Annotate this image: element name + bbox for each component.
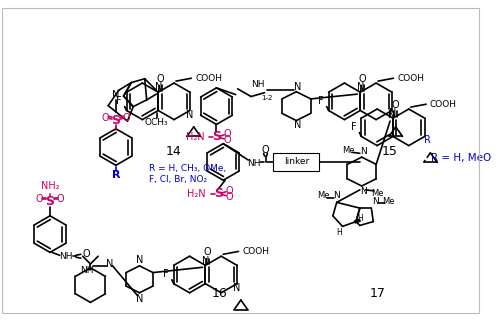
Text: F: F bbox=[351, 122, 356, 132]
Text: N: N bbox=[372, 197, 378, 206]
Text: N: N bbox=[154, 82, 162, 92]
Text: O: O bbox=[223, 129, 231, 139]
Text: O: O bbox=[156, 74, 164, 84]
Text: COOH: COOH bbox=[398, 74, 424, 83]
Text: S: S bbox=[214, 187, 223, 200]
Text: H₂N: H₂N bbox=[186, 132, 205, 142]
Text: 14: 14 bbox=[166, 145, 181, 158]
Text: O: O bbox=[57, 194, 64, 204]
Text: O: O bbox=[262, 145, 270, 155]
Text: N: N bbox=[112, 90, 120, 100]
Text: F: F bbox=[116, 96, 121, 106]
Text: 17: 17 bbox=[370, 287, 386, 300]
Text: N: N bbox=[186, 110, 194, 120]
Text: O: O bbox=[36, 194, 44, 204]
Text: COOH: COOH bbox=[195, 74, 222, 83]
Text: 1-2: 1-2 bbox=[261, 95, 272, 101]
Text: N: N bbox=[388, 110, 396, 120]
Text: N: N bbox=[390, 108, 396, 118]
Text: N: N bbox=[360, 147, 367, 156]
Text: N: N bbox=[106, 259, 114, 269]
Text: F: F bbox=[163, 269, 169, 279]
Text: O: O bbox=[391, 100, 398, 110]
Text: R = H, CH₃, OMe,: R = H, CH₃, OMe, bbox=[149, 164, 226, 173]
Text: N: N bbox=[202, 256, 209, 265]
Text: Me: Me bbox=[382, 197, 395, 206]
Text: N: N bbox=[136, 294, 143, 304]
Text: COOH: COOH bbox=[242, 247, 270, 256]
Text: O: O bbox=[102, 113, 109, 123]
Text: H₂N: H₂N bbox=[188, 189, 206, 199]
Text: NH: NH bbox=[58, 252, 72, 261]
Text: H: H bbox=[357, 214, 362, 223]
Text: S: S bbox=[112, 114, 120, 126]
Text: O: O bbox=[83, 249, 90, 259]
Text: H: H bbox=[336, 228, 342, 237]
Text: NH: NH bbox=[247, 159, 260, 169]
Text: R: R bbox=[424, 135, 431, 145]
Text: N: N bbox=[234, 283, 240, 293]
Text: O: O bbox=[204, 247, 211, 257]
Text: N: N bbox=[360, 187, 367, 196]
Text: O: O bbox=[122, 113, 130, 123]
Text: NH₂: NH₂ bbox=[40, 181, 60, 191]
Text: R: R bbox=[112, 170, 120, 180]
Text: 15: 15 bbox=[382, 145, 398, 158]
Text: Me: Me bbox=[371, 189, 384, 198]
Text: COOH: COOH bbox=[430, 100, 457, 109]
Text: S: S bbox=[46, 195, 54, 208]
Text: linker: linker bbox=[284, 157, 309, 167]
Text: O: O bbox=[358, 74, 366, 84]
Text: Me: Me bbox=[342, 146, 354, 155]
Text: F, Cl, Br, NO₂: F, Cl, Br, NO₂ bbox=[149, 175, 207, 184]
Text: NH: NH bbox=[80, 266, 94, 275]
Text: O: O bbox=[225, 192, 233, 202]
Text: F: F bbox=[318, 96, 324, 106]
Text: 16: 16 bbox=[212, 287, 227, 300]
Text: N: N bbox=[294, 82, 301, 92]
Text: N: N bbox=[334, 191, 340, 200]
Text: N: N bbox=[136, 255, 143, 265]
Text: N: N bbox=[356, 82, 364, 92]
Text: OCH₃: OCH₃ bbox=[144, 117, 168, 126]
Text: Me: Me bbox=[317, 191, 330, 200]
Text: R = H, MeO: R = H, MeO bbox=[431, 153, 492, 163]
Text: NH: NH bbox=[251, 81, 264, 90]
Text: S: S bbox=[212, 130, 221, 143]
Text: O: O bbox=[225, 186, 233, 196]
Text: O: O bbox=[223, 135, 231, 145]
Text: N: N bbox=[294, 120, 301, 130]
FancyBboxPatch shape bbox=[273, 153, 320, 170]
